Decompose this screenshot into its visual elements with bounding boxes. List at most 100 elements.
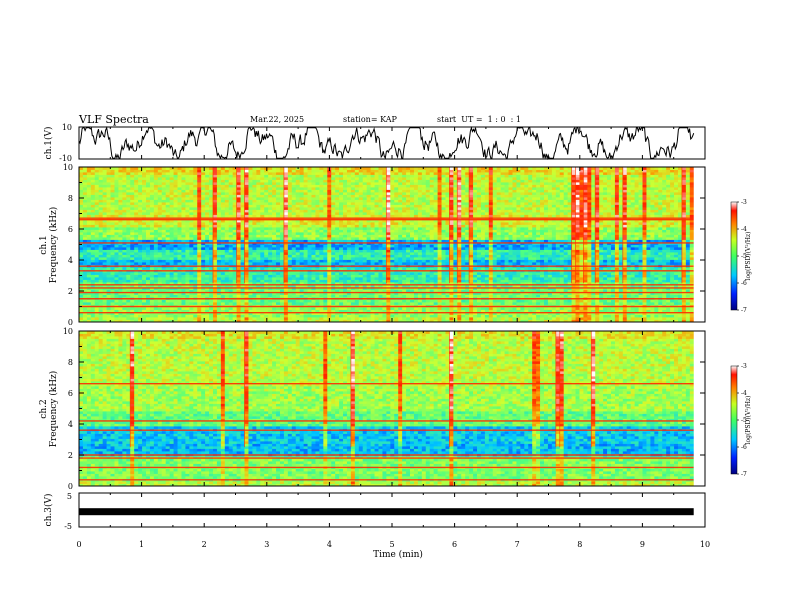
spectrogram-cell	[106, 259, 111, 263]
spectrogram-cell	[410, 254, 415, 258]
spectrogram-cell	[555, 274, 561, 278]
spectrogram-cell	[287, 282, 293, 285]
spectrogram-cell	[94, 299, 100, 303]
spectrogram-cell	[236, 257, 241, 260]
spectrogram-cell	[406, 299, 411, 303]
spectrogram-cell	[622, 307, 628, 310]
spectrogram-cell	[567, 292, 572, 295]
spectrogram-cell	[114, 252, 119, 255]
spectrogram-cell	[563, 259, 569, 263]
spectrogram-cell	[528, 279, 533, 283]
spectrogram-cell	[457, 277, 462, 280]
spectrogram-cell	[394, 314, 399, 318]
spectrogram-cell	[264, 244, 269, 248]
spectrogram-cell	[114, 307, 119, 310]
spectrogram-cell	[630, 257, 636, 260]
spectrogram-cell	[299, 279, 305, 283]
spectrogram-cell	[335, 274, 340, 278]
spectrogram-cell	[311, 249, 316, 253]
spectrogram-cell	[622, 244, 628, 248]
spectrogram-cell	[540, 274, 545, 278]
spectrogram-cell	[193, 244, 198, 248]
spectrogram-cell	[547, 299, 553, 303]
spectrogram-cell	[634, 312, 639, 315]
spectrogram-cell	[161, 314, 167, 318]
spectrogram-cell	[433, 299, 438, 303]
spectrogram-cell	[575, 262, 580, 265]
spectrogram-cell	[232, 309, 238, 313]
spectrogram-cell	[185, 302, 190, 305]
spectrogram-cell	[181, 307, 186, 310]
spectrogram-cell	[677, 252, 683, 255]
spectrogram-cell	[579, 247, 584, 250]
spectrogram-cell	[650, 314, 655, 318]
spectrogram-cell	[583, 277, 588, 280]
spectrogram-cell	[508, 312, 513, 315]
spectrogram-cell	[283, 309, 289, 313]
spectrogram-cell	[386, 319, 391, 323]
spectrogram-cell	[283, 249, 289, 253]
spectrogram-cell	[366, 299, 371, 303]
spectrogram-cell	[607, 274, 612, 278]
spectrogram-cell	[177, 289, 182, 293]
spectrogram-cell	[110, 277, 115, 280]
spectrogram-cell	[102, 257, 107, 260]
spectrogram-cell	[303, 272, 308, 275]
spectrogram-cell	[272, 277, 277, 280]
ch1-ytick-top: 10	[62, 123, 72, 132]
spectrogram-cell	[189, 257, 194, 260]
spectrogram-cell	[398, 274, 403, 278]
spectrogram-cell	[610, 259, 616, 263]
spectrogram-cell	[142, 244, 147, 248]
spectrogram-cell	[587, 267, 592, 270]
spectrogram-cell	[532, 299, 537, 303]
spectrogram-cell	[370, 259, 375, 263]
spectrogram-cell	[496, 274, 502, 278]
spectrogram-cell	[547, 244, 553, 248]
spectrogram-cell	[283, 272, 289, 275]
spectrogram-cell	[646, 272, 651, 275]
spectrogram-cell	[563, 254, 569, 258]
spectrogram-cell	[441, 279, 446, 283]
spectrogram-cell	[583, 267, 588, 270]
spectrogram-cell	[145, 262, 151, 265]
spectrogram-cell	[500, 262, 505, 265]
spectrogram-cell	[291, 249, 297, 253]
spectrogram-cell	[480, 299, 486, 303]
spectrogram-cell	[457, 314, 462, 318]
spectrogram-cell	[98, 274, 104, 278]
spectrogram-cell	[331, 294, 336, 298]
spectrogram-cell	[603, 244, 608, 248]
spectrogram-cell	[579, 289, 584, 293]
spectrogram-cell	[185, 262, 190, 265]
spectrogram-cell	[465, 309, 470, 313]
spectrogram-cell	[516, 249, 521, 253]
spectrogram-cell	[559, 289, 565, 293]
spectrogram-cell	[323, 319, 328, 323]
spectrogram-cell	[390, 314, 395, 318]
spectrogram-cell	[90, 292, 96, 295]
spectrogram-cell	[264, 294, 269, 298]
spectrogram-cell	[248, 314, 253, 318]
spectrogram-cell	[189, 267, 194, 270]
spectrogram-cell	[630, 274, 636, 278]
spectrogram-cell	[555, 279, 561, 283]
spectrogram-cell	[532, 262, 537, 265]
spectrogram-cell	[130, 292, 135, 295]
spectrogram-cell	[366, 314, 371, 318]
spectrogram-cell	[110, 319, 115, 323]
spectrogram-cell	[555, 317, 561, 320]
spectrogram-cell	[343, 292, 348, 295]
spectrogram-cell	[603, 252, 608, 255]
spectrogram-cell	[193, 274, 198, 278]
spectrogram-cell	[520, 252, 525, 255]
spectrogram-cell	[161, 247, 167, 250]
spectrogram-cell	[646, 254, 651, 258]
spectrogram-cell	[126, 257, 131, 260]
spectrogram-cell	[575, 294, 580, 298]
spectrogram-cell	[658, 309, 663, 313]
spectrogram-cell	[689, 302, 695, 305]
spectrogram-cell	[173, 249, 178, 253]
spectrogram-cell	[555, 249, 561, 253]
spectrogram-cell	[662, 249, 667, 253]
